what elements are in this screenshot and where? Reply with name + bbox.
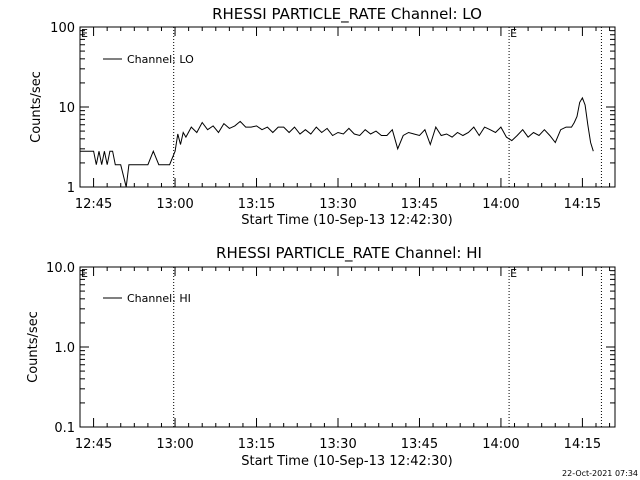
panel-hi: RHESSI PARTICLE_RATE Channel: HI Counts/… [26,244,616,469]
series-line [80,96,594,188]
x-tick-label: 14:15 [564,197,601,212]
legend: Channel: HI [103,292,191,305]
plot-frame [79,26,616,188]
marker-label: E [510,27,517,40]
x-tick-label: 13:30 [319,437,356,452]
panel-lo: RHESSI PARTICLE_RATE Channel: LO Counts/… [29,5,616,228]
y-tick-label: 10 [58,101,75,116]
y-tick-label: 1 [67,181,75,196]
y-tick-label: 10.0 [46,261,75,276]
y-axis-label: Counts/sec [29,71,44,143]
axis-ticks: 12:45 13:00 13:15 13:30 13:45 14:00 14:15 0.1 1.… [46,261,615,452]
marker-label: E [510,267,517,280]
x-axis-label: Start Time (10-Sep-13 12:42:30) [241,213,452,228]
y-axis-label: Counts/sec [26,311,41,383]
x-tick-label: 14:15 [564,437,601,452]
series-group [80,96,594,188]
chart-title: RHESSI PARTICLE_RATE Channel: LO [212,5,482,24]
x-tick-label: 13:15 [238,197,275,212]
x-tick-label: 13:00 [156,437,193,452]
legend-entry-hi: Channel: HI [127,292,191,305]
y-tick-label: 1.0 [54,341,75,356]
plot-frame [79,266,616,428]
x-tick-label: 13:00 [156,197,193,212]
x-tick-label: 13:45 [401,197,438,212]
x-tick-label: 12:45 [75,197,112,212]
y-tick-label: 0.1 [54,421,75,436]
x-tick-label: 12:45 [75,437,112,452]
x-tick-label: 13:30 [319,197,356,212]
x-tick-label: 13:45 [401,437,438,452]
axis-ticks: 12:45 13:00 13:15 13:30 13:45 14:00 14:15 1 10 10… [50,21,615,212]
legend-entry-lo: Channel: LO [127,53,194,66]
x-tick-label: 14:00 [482,197,519,212]
x-tick-label: 13:15 [238,437,275,452]
y-tick-label: 100 [50,21,75,36]
chart-title: RHESSI PARTICLE_RATE Channel: HI [216,244,482,263]
marker-label: E [81,267,88,280]
x-axis-label: Start Time (10-Sep-13 12:42:30) [241,454,452,469]
legend: Channel: LO [103,53,194,66]
footer-timestamp: 22-Oct-2021 07:34 [562,469,638,478]
marker-label: E [81,27,88,40]
x-tick-label: 14:00 [482,437,519,452]
